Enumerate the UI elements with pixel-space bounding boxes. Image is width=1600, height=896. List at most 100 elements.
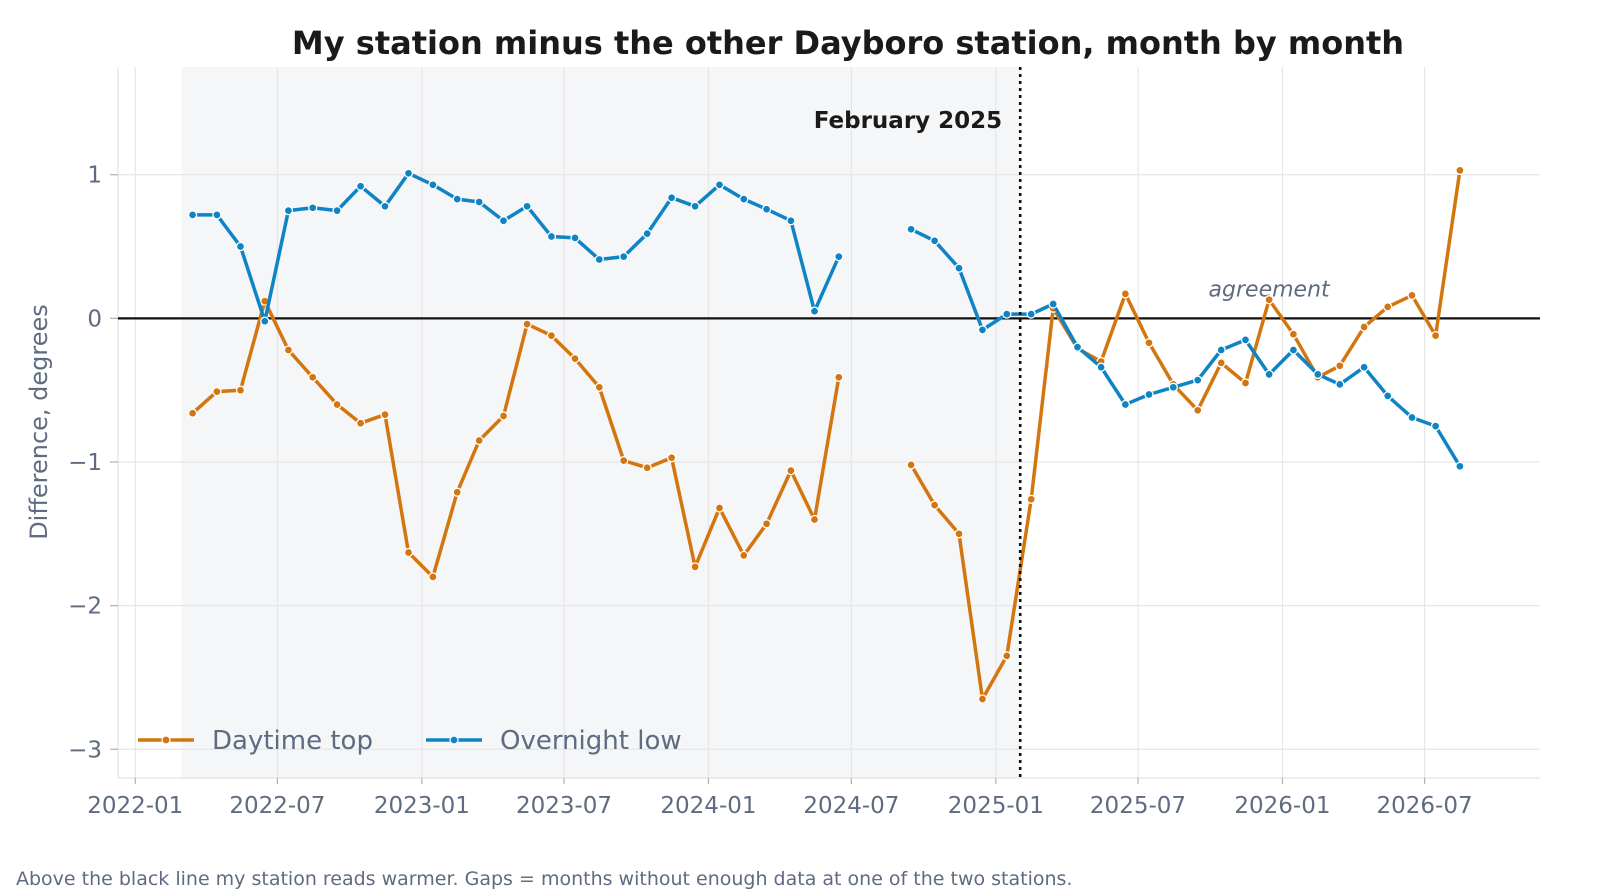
data-point-overnight-low [1264,369,1274,380]
data-point-overnight-low [834,251,844,262]
data-point-daytime-top [714,503,725,513]
data-point-daytime-top [954,529,964,539]
data-point-overnight-low [308,203,318,213]
data-point-overnight-low [1096,362,1106,372]
data-point-overnight-low [642,228,652,239]
data-point-daytime-top [642,463,652,473]
legend-marker-overnight-low [449,735,459,745]
data-point-daytime-top [1288,329,1299,339]
data-point-daytime-top [522,319,532,329]
data-point-daytime-top [1216,358,1226,368]
data-point-overnight-low [977,325,988,335]
data-point-overnight-low [332,205,342,216]
legend-marker-daytime-top [161,735,171,745]
footnote: Above the black line my station reads wa… [16,868,1073,890]
data-point-daytime-top [1359,322,1369,332]
data-point-overnight-low [355,181,366,191]
series-line-daytime-top [909,168,1462,701]
data-point-daytime-top [666,453,677,463]
data-point-overnight-low [1120,399,1131,410]
data-point-overnight-low [594,254,604,265]
data-point-daytime-top [1193,405,1203,415]
data-point-overnight-low [786,216,796,226]
x-axis: 2022-01 2022-07 2023-01 2023-07 2024-01 2024-… [87,778,1473,819]
series-line-daytime-top [190,299,841,579]
series-line-overnight-low [909,227,1462,469]
data-point-daytime-top [929,500,940,510]
data-point-daytime-top [308,372,318,382]
data-point-daytime-top [212,386,222,397]
legend-label-daytime-top: Daytime top [212,726,373,756]
data-point-daytime-top [1455,165,1465,176]
y-tick-label: −2 [68,594,102,620]
data-point-overnight-low [714,180,725,190]
data-point-overnight-low [929,236,940,246]
data-point-daytime-top [1407,290,1417,301]
data-point-daytime-top [690,562,700,572]
x-tick-label: 2023-01 [374,793,470,819]
chart-title: My station minus the other Dayboro stati… [292,24,1404,62]
shaded-period [181,67,1021,778]
data-point-overnight-low [1168,382,1178,392]
data-point-overnight-low [666,193,677,203]
data-point-daytime-top [187,408,198,418]
data-point-overnight-low [1313,369,1323,380]
data-point-overnight-low [1407,412,1417,423]
legend-label-overnight-low: Overnight low [500,726,682,756]
x-tick-label: 2026-01 [1234,793,1330,819]
data-point-overnight-low [260,316,270,326]
data-point-daytime-top [355,418,366,428]
data-point-daytime-top [1026,494,1036,504]
data-point-overnight-low [1288,345,1299,355]
data-point-daytime-top [403,547,414,558]
data-point-overnight-low [1455,461,1465,471]
data-point-overnight-low [570,233,580,243]
x-tick-label: 2025-07 [1090,793,1186,819]
data-point-overnight-low [1216,345,1226,355]
y-tick-label: 0 [87,306,102,332]
data-point-overnight-low [1359,362,1369,372]
data-point-daytime-top [834,372,844,382]
data-point-overnight-low [1335,379,1345,390]
data-point-daytime-top [619,455,629,466]
data-point-daytime-top [332,399,342,410]
data-point-daytime-top [570,353,580,364]
series-layer [187,165,1465,704]
data-point-daytime-top [498,411,509,421]
data-point-overnight-low [235,241,246,252]
data-point-daytime-top [1240,378,1251,388]
data-point-daytime-top [428,572,438,582]
data-point-overnight-low [761,204,772,214]
data-point-daytime-top [594,382,604,392]
data-point-overnight-low [906,224,916,234]
data-point-daytime-top [380,409,390,420]
data-point-overnight-low [619,251,629,262]
data-point-daytime-top [452,487,462,497]
data-point-daytime-top [1383,302,1393,312]
data-point-daytime-top [283,345,294,355]
data-point-overnight-low [380,201,390,211]
data-point-daytime-top [786,465,796,476]
y-axis-title: Difference, degrees [25,304,53,540]
data-point-overnight-low [546,231,557,242]
data-point-daytime-top [474,435,484,446]
x-tick-label: 2023-07 [516,793,612,819]
event-label: February 2025 [814,108,1002,134]
x-tick-label: 2024-01 [660,793,756,819]
data-point-overnight-low [428,180,438,190]
data-point-overnight-low [1002,309,1012,319]
data-point-daytime-top [906,460,916,470]
x-tick-label: 2024-07 [803,793,899,819]
data-point-overnight-low [283,205,294,216]
data-point-overnight-low [498,216,509,226]
series-overnight-low [187,168,1465,471]
data-point-overnight-low [474,197,484,207]
data-point-overnight-low [809,306,820,316]
data-point-overnight-low [212,210,222,220]
data-point-daytime-top [546,330,557,341]
x-tick-label: 2025-01 [948,793,1044,819]
data-point-overnight-low [1072,342,1083,352]
data-point-overnight-low [690,201,700,211]
data-point-overnight-low [1144,389,1154,400]
data-point-daytime-top [977,694,988,704]
